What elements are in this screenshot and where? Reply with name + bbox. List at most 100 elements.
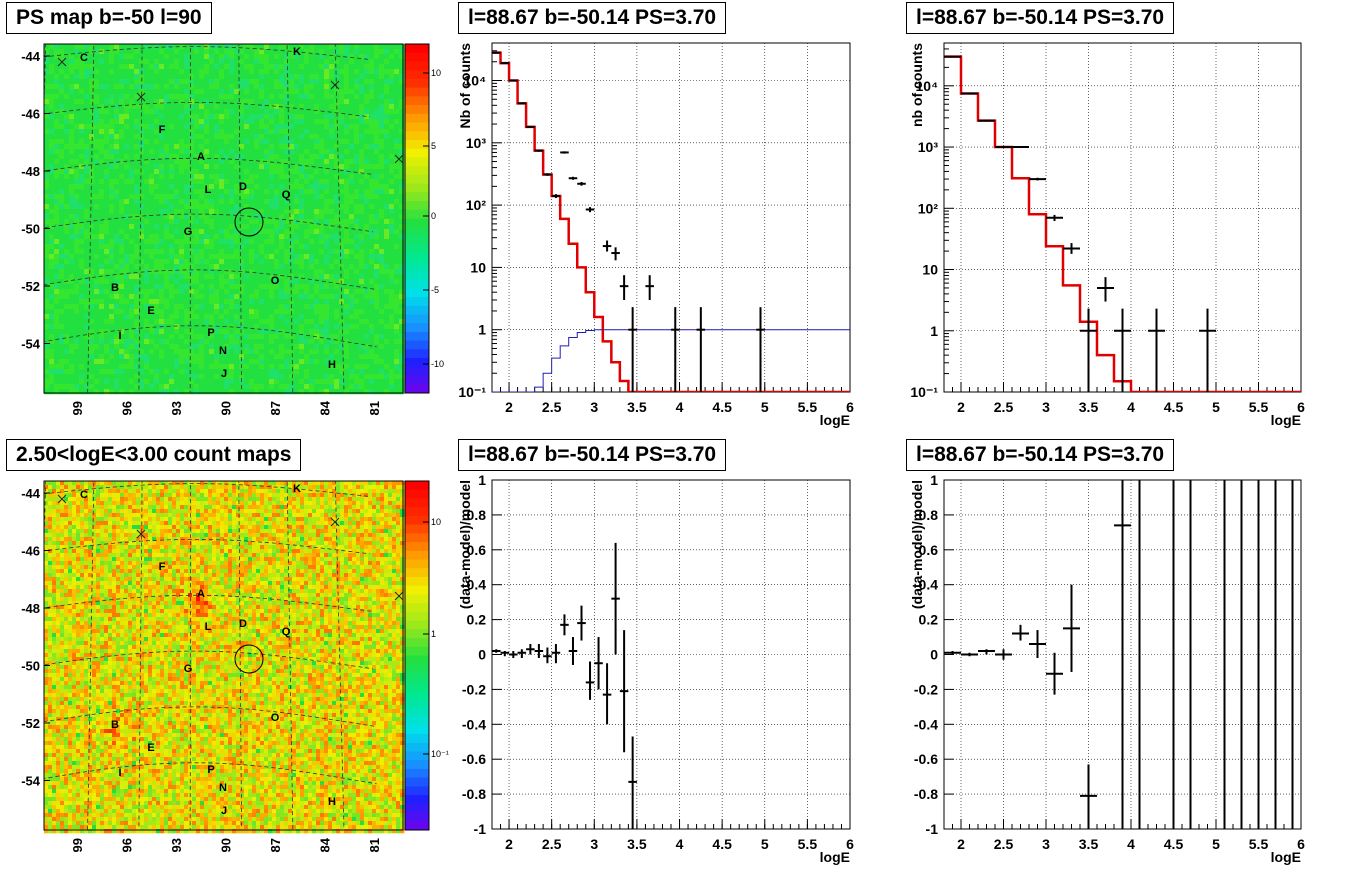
map-pixel <box>129 379 135 385</box>
map-pixel <box>124 89 130 95</box>
map-pixel <box>219 284 225 290</box>
map-pixel <box>319 204 325 210</box>
map-pixel <box>399 224 405 230</box>
map-pixel <box>49 169 55 175</box>
map-pixel <box>99 119 105 125</box>
map-pixel <box>139 259 145 265</box>
map-pixel <box>59 104 65 110</box>
map-pixel <box>299 264 305 270</box>
map-pixel <box>364 264 370 270</box>
map-pixel <box>59 304 65 310</box>
map-pixel <box>379 334 385 340</box>
map-pixel <box>289 369 295 375</box>
map-pixel <box>149 349 155 355</box>
map-pixel <box>64 279 70 285</box>
map-pixel <box>359 284 365 290</box>
map-pixel <box>309 189 315 195</box>
map-pixel <box>259 179 265 185</box>
map-pixel <box>314 94 320 100</box>
map-pixel <box>204 304 210 310</box>
map-pixel <box>294 279 300 285</box>
map-pixel <box>309 239 315 245</box>
map-pixel <box>284 224 290 230</box>
map-pixel <box>274 149 280 155</box>
map-pixel <box>194 279 200 285</box>
map-pixel <box>59 339 65 345</box>
map-pixel <box>49 224 55 230</box>
map-pixel <box>74 229 80 235</box>
map-pixel <box>144 99 150 105</box>
map-pixel <box>279 334 285 340</box>
map-pixel <box>329 164 335 170</box>
map-pixel <box>74 269 80 275</box>
map-pixel <box>194 319 200 325</box>
map-pixel <box>174 244 180 250</box>
map-pixel <box>189 379 195 385</box>
map-pixel <box>114 164 120 170</box>
map-pixel <box>204 234 210 240</box>
map-pixel <box>334 54 340 60</box>
map-pixel <box>284 334 290 340</box>
map-pixel <box>344 234 350 240</box>
map-pixel <box>174 384 180 390</box>
map-pixel <box>339 64 345 70</box>
map-pixel <box>284 274 290 280</box>
map-pixel <box>189 274 195 280</box>
map-pixel <box>59 274 65 280</box>
map-pixel <box>159 104 165 110</box>
map-pixel <box>229 154 235 160</box>
map-pixel <box>324 149 330 155</box>
map-pixel <box>164 129 170 135</box>
map-pixel <box>244 239 250 245</box>
map-pixel <box>59 99 65 105</box>
map-pixel <box>204 309 210 315</box>
map-pixel <box>279 214 285 220</box>
map-pixel <box>294 209 300 215</box>
map-pixel <box>244 109 250 115</box>
map-pixel <box>119 329 125 335</box>
map-pixel <box>159 299 165 305</box>
map-pixel <box>49 84 55 90</box>
map-pixel <box>219 259 225 265</box>
map-pixel <box>79 299 85 305</box>
map-pixel <box>74 154 80 160</box>
map-pixel <box>114 314 120 320</box>
map-pixel <box>309 379 315 385</box>
map-pixel <box>84 44 90 50</box>
map-pixel <box>299 204 305 210</box>
map-pixel <box>89 314 95 320</box>
map-pixel <box>224 254 230 260</box>
map-pixel <box>64 374 70 380</box>
map-pixel <box>319 94 325 100</box>
map-pixel <box>74 114 80 120</box>
map-pixel <box>344 204 350 210</box>
map-pixel <box>84 364 90 370</box>
map-pixel <box>179 359 185 365</box>
map-pixel <box>99 284 105 290</box>
map-pixel <box>94 139 100 145</box>
map-pixel <box>209 269 215 275</box>
map-pixel <box>394 214 400 220</box>
map-pixel <box>114 134 120 140</box>
map-pixel <box>59 244 65 250</box>
map-pixel <box>64 354 70 360</box>
map-pixel <box>189 254 195 260</box>
map-pixel <box>274 144 280 150</box>
map-pixel <box>359 124 365 130</box>
map-pixel <box>294 104 300 110</box>
map-pixel <box>314 194 320 200</box>
map-pixel <box>314 134 320 140</box>
map-pixel <box>179 134 185 140</box>
map-pixel <box>294 54 300 60</box>
map-pixel <box>174 174 180 180</box>
map-pixel <box>89 309 95 315</box>
map-pixel <box>134 169 140 175</box>
map-pixel <box>69 314 75 320</box>
map-pixel <box>354 164 360 170</box>
map-pixel <box>229 244 235 250</box>
map-pixel <box>319 109 325 115</box>
map-pixel <box>299 104 305 110</box>
map-pixel <box>244 154 250 160</box>
map-pixel <box>224 239 230 245</box>
map-pixel <box>264 194 270 200</box>
